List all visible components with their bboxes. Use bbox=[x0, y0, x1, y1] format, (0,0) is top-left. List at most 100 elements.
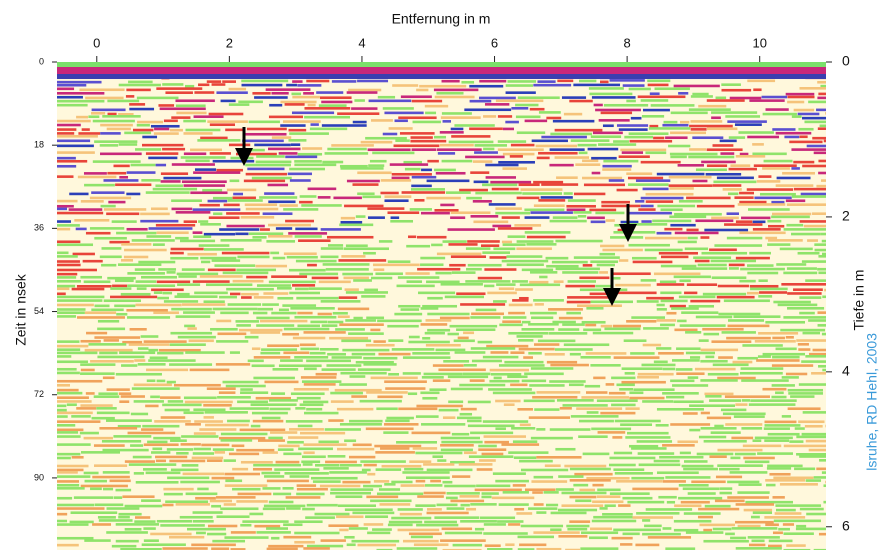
reflection-band bbox=[516, 512, 532, 515]
reflection-band bbox=[148, 359, 195, 362]
reflection-band bbox=[357, 171, 391, 174]
reflection-band bbox=[798, 252, 820, 255]
reflection-band bbox=[241, 80, 288, 83]
reflection-band bbox=[396, 441, 437, 444]
reflection-band bbox=[527, 236, 566, 239]
reflection-band bbox=[337, 408, 373, 411]
reflection-band bbox=[216, 340, 248, 343]
reflection-band bbox=[389, 127, 413, 130]
reflection-band bbox=[268, 235, 292, 238]
reflection-band bbox=[528, 323, 559, 326]
reflection-band bbox=[152, 448, 162, 451]
reflection-band bbox=[291, 392, 325, 395]
reflection-band bbox=[717, 177, 754, 180]
reflection-band bbox=[414, 543, 449, 546]
reflection-band bbox=[253, 312, 267, 315]
reflection-band bbox=[775, 512, 802, 515]
reflection-band bbox=[736, 547, 782, 550]
reflection-band bbox=[194, 420, 223, 423]
reflection-band bbox=[534, 204, 565, 207]
reflection-band bbox=[695, 260, 710, 263]
reflection-band bbox=[200, 275, 243, 278]
reflection-band bbox=[440, 131, 464, 134]
reflection-band bbox=[125, 528, 142, 531]
reflection-band bbox=[539, 276, 547, 279]
reflection-band bbox=[502, 167, 527, 170]
reflection-band bbox=[372, 528, 392, 531]
page: {"chart_data": {"type": "radargram", "xl… bbox=[0, 0, 886, 550]
reflection-band bbox=[769, 473, 790, 476]
reflection-band bbox=[436, 172, 466, 175]
reflection-band bbox=[363, 485, 382, 488]
reflection-band bbox=[755, 340, 796, 343]
reflection-band bbox=[745, 461, 770, 464]
reflection-band bbox=[562, 323, 585, 326]
reflection-band bbox=[221, 239, 262, 242]
reflection-band bbox=[171, 199, 202, 202]
reflection-band bbox=[735, 521, 774, 524]
reflection-band bbox=[609, 457, 655, 460]
reflection-band bbox=[776, 509, 796, 512]
reflection-band bbox=[127, 272, 165, 275]
reflection-band bbox=[764, 439, 789, 442]
reflection-band bbox=[628, 183, 669, 186]
reflection-band bbox=[57, 228, 70, 231]
reflection-band bbox=[448, 333, 459, 336]
reflection-band bbox=[122, 495, 154, 498]
reflection-band bbox=[232, 468, 248, 471]
reflection-band bbox=[270, 431, 297, 434]
reflection-band bbox=[238, 493, 272, 496]
reflection-band bbox=[143, 468, 167, 471]
reflection-band bbox=[341, 340, 371, 343]
reflection-band bbox=[270, 252, 279, 255]
reflection-band bbox=[349, 456, 375, 459]
reflection-band bbox=[284, 252, 317, 255]
reflection-band bbox=[262, 487, 280, 490]
reflection-band bbox=[689, 404, 735, 407]
reflection-band bbox=[705, 356, 714, 359]
reflection-band bbox=[342, 273, 373, 276]
reflection-band bbox=[230, 407, 269, 410]
reflection-band bbox=[304, 331, 346, 334]
reflection-band bbox=[266, 240, 295, 243]
reflection-band bbox=[531, 316, 553, 319]
reflection-band bbox=[224, 536, 268, 539]
reflection-band bbox=[524, 400, 555, 403]
reflection-band bbox=[207, 387, 236, 390]
reflection-band bbox=[198, 83, 209, 86]
reflection-band bbox=[379, 240, 392, 243]
reflection-band bbox=[794, 188, 826, 191]
reflection-band bbox=[116, 232, 156, 235]
reflection-band bbox=[499, 287, 514, 290]
reflection-band bbox=[81, 369, 95, 372]
reflection-band bbox=[254, 296, 274, 299]
reflection-band bbox=[736, 257, 770, 260]
reflection-band bbox=[284, 472, 328, 475]
reflection-band bbox=[470, 100, 492, 103]
reflection-band bbox=[573, 484, 588, 487]
reflection-band bbox=[193, 452, 214, 455]
reflection-band bbox=[157, 280, 190, 283]
reflection-band bbox=[637, 440, 672, 443]
reflection-band bbox=[213, 197, 232, 200]
reflection-band bbox=[207, 120, 248, 123]
reflection-band bbox=[372, 152, 414, 155]
reflection-band bbox=[171, 308, 212, 311]
reflection-band bbox=[700, 379, 737, 382]
reflection-band bbox=[483, 115, 496, 118]
reflection-band bbox=[750, 399, 796, 402]
reflection-band bbox=[665, 476, 710, 479]
reflection-band bbox=[269, 281, 316, 284]
reflection-band bbox=[639, 463, 681, 466]
reflection-band bbox=[157, 352, 183, 355]
reflection-band bbox=[214, 264, 255, 267]
reflection-band bbox=[522, 192, 562, 195]
reflection-band bbox=[285, 156, 317, 159]
reflection-band bbox=[332, 356, 362, 359]
reflection-band bbox=[614, 452, 632, 455]
reflection-band bbox=[161, 416, 186, 419]
reflection-band bbox=[362, 196, 381, 199]
reflection-band bbox=[674, 85, 720, 88]
reflection-band bbox=[292, 96, 320, 99]
reflection-band bbox=[279, 152, 298, 155]
